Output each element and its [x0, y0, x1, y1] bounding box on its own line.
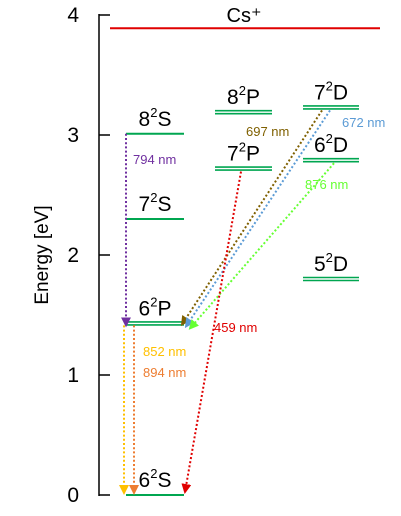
- transition-794-nm: 794 nm: [121, 133, 176, 328]
- level-8S: 82S: [126, 105, 184, 135]
- level-label: 72S: [139, 190, 172, 216]
- level-n: 8: [139, 108, 151, 131]
- level-n: 6: [139, 469, 151, 492]
- level-n: 7: [314, 81, 326, 104]
- level-label: 82P: [227, 83, 260, 109]
- transition-wavelength-label: 794 nm: [133, 152, 176, 167]
- level-n: 8: [227, 86, 239, 109]
- level-6D: 62D: [303, 131, 359, 163]
- transition-wavelength-label: 876 nm: [305, 177, 348, 192]
- transition-wavelength-label: 894 nm: [143, 365, 186, 380]
- level-orbital: D: [333, 253, 348, 276]
- y-tick-label: 0: [67, 484, 79, 507]
- level-orbital: D: [333, 134, 348, 157]
- transition-wavelength-label: 672 nm: [342, 115, 385, 130]
- level-n: 7: [227, 143, 239, 166]
- y-tick-label: 2: [67, 244, 79, 267]
- level-multiplicity: 2: [150, 190, 157, 205]
- level-7P: 72P: [215, 140, 272, 171]
- y-axis: 0 1 2 3 4 Energy [eV]: [32, 4, 110, 507]
- transition-672-nm: 672 nm: [184, 109, 385, 329]
- transition-876-nm: 876 nm: [188, 162, 348, 330]
- y-axis-label: Energy [eV]: [32, 205, 53, 304]
- level-orbital: D: [333, 81, 348, 104]
- transition-wavelength-label: 697 nm: [246, 124, 289, 139]
- transitions: 794 nm 697 nm 672 nm 876 nm 459 nm 852 nm 894 …: [119, 109, 385, 495]
- transition-wavelength-label: 459 nm: [214, 320, 257, 335]
- level-label: 82S: [139, 105, 172, 131]
- level-5D: 52D: [303, 250, 359, 282]
- ionization-limit: Cs⁺: [110, 5, 380, 30]
- level-orbital: S: [157, 469, 171, 492]
- level-6P: 62P: [126, 294, 184, 326]
- level-label: 72D: [314, 78, 348, 104]
- y-tick-label: 1: [67, 364, 79, 387]
- level-label: 72P: [227, 140, 260, 166]
- level-multiplicity: 2: [150, 105, 157, 120]
- ionization-label: Cs⁺: [227, 5, 262, 27]
- level-multiplicity: 2: [326, 78, 333, 93]
- level-multiplicity: 2: [326, 250, 333, 265]
- level-multiplicity: 2: [239, 83, 246, 98]
- level-7D: 72D: [303, 78, 359, 110]
- transition-852-nm: 852 nm: [119, 325, 186, 495]
- level-7S: 72S: [126, 190, 184, 220]
- level-label: 62D: [314, 131, 348, 157]
- y-tick-label: 4: [67, 4, 79, 27]
- transition-arrow: [188, 162, 335, 330]
- level-label: 62P: [139, 294, 172, 320]
- transition-arrow: [184, 109, 331, 329]
- level-n: 7: [139, 193, 151, 216]
- level-multiplicity: 2: [150, 294, 157, 309]
- level-n: 5: [314, 253, 326, 276]
- level-multiplicity: 2: [239, 140, 246, 155]
- transition-459-nm: 459 nm: [181, 171, 257, 494]
- level-orbital: S: [157, 108, 171, 131]
- level-label: 62S: [139, 466, 172, 492]
- level-multiplicity: 2: [150, 466, 157, 481]
- level-multiplicity: 2: [326, 131, 333, 146]
- transition-wavelength-label: 852 nm: [143, 344, 186, 359]
- level-n: 6: [139, 297, 151, 320]
- transition-697-nm: 697 nm: [180, 109, 323, 327]
- transition-arrow: [180, 109, 323, 327]
- level-6S: 62S: [126, 466, 184, 496]
- level-orbital: P: [246, 143, 260, 166]
- y-tick-label: 3: [67, 124, 79, 147]
- level-orbital: S: [157, 193, 171, 216]
- level-8P: 82P: [215, 83, 272, 115]
- level-n: 6: [314, 134, 326, 157]
- transition-894-nm: 894 nm: [129, 325, 186, 495]
- level-orbital: P: [246, 86, 260, 109]
- level-orbital: P: [157, 297, 171, 320]
- level-label: 52D: [314, 250, 348, 276]
